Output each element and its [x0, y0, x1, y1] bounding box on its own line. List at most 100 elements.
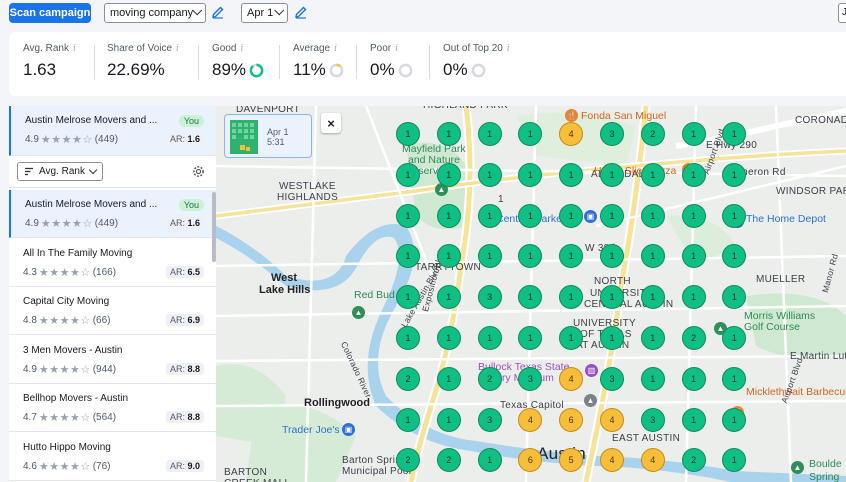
rank-marker[interactable]: 1 [681, 162, 706, 187]
rank-marker[interactable]: 1 [722, 122, 747, 146]
rank-marker[interactable]: 1 [600, 326, 624, 350]
competitor-row[interactable]: 3 Men Movers - Austin 4.9 ★★★★☆ (944) AR: 8.… [9, 335, 216, 384]
rank-marker[interactable]: 2 [396, 366, 420, 391]
rank-marker[interactable]: 1 [477, 203, 502, 228]
rank-marker[interactable]: 1 [436, 162, 461, 187]
rank-marker[interactable]: 1 [436, 203, 461, 228]
rank-marker[interactable]: 2 [681, 326, 706, 350]
competitor-row[interactable]: Capital City Moving 4.8 ★★★★☆ (66) AR: 6.9 [9, 287, 216, 335]
competitor-row[interactable]: All In The Family Moving 4.3 ★★★★☆ (166) AR:… [9, 238, 216, 287]
rank-map[interactable]: DAVENPORT HIGHLAND PARK CORONADO Fonda San … [216, 106, 846, 482]
info-icon[interactable]: i [240, 43, 244, 54]
rank-marker[interactable]: 1 [396, 407, 420, 432]
rank-marker[interactable]: 1 [396, 122, 420, 146]
rank-marker[interactable]: 1 [518, 285, 543, 310]
rank-marker[interactable]: 1 [640, 203, 665, 228]
rank-marker[interactable]: 1 [477, 326, 502, 350]
rank-marker[interactable]: 6 [559, 407, 584, 432]
keyword-select[interactable]: moving company [104, 3, 206, 23]
rank-marker[interactable]: 1 [518, 122, 543, 146]
rank-marker[interactable]: 1 [396, 326, 420, 350]
rank-marker[interactable]: 5 [559, 448, 584, 473]
rank-marker[interactable]: 1 [600, 285, 624, 310]
sort-select[interactable]: Avg. Rank [17, 162, 103, 181]
landmark-pin-icon[interactable]: ▲ [584, 394, 597, 407]
rank-marker[interactable]: 1 [640, 244, 665, 269]
info-icon[interactable]: i [72, 43, 76, 54]
rank-marker[interactable]: 2 [477, 366, 502, 391]
rank-marker[interactable]: 2 [436, 448, 461, 473]
rank-marker[interactable]: 1 [681, 203, 706, 228]
rank-marker[interactable]: 1 [396, 162, 420, 187]
competitor-row[interactable]: Hutto Hippo Moving 4.6 ★★★★☆ (76) AR: 9.0 [9, 432, 216, 481]
rank-marker[interactable]: 4 [640, 448, 665, 473]
rank-marker[interactable]: 3 [600, 366, 624, 391]
rank-marker[interactable]: 1 [477, 122, 502, 146]
rank-marker[interactable]: 1 [681, 244, 706, 269]
rank-marker[interactable]: 1 [559, 244, 584, 269]
rank-marker[interactable]: 1 [518, 162, 543, 187]
park-pin-icon[interactable]: ▲ [352, 306, 365, 319]
close-button[interactable]: × [321, 113, 341, 133]
list-scrollbar[interactable] [212, 192, 216, 262]
rank-marker[interactable]: 1 [477, 448, 502, 473]
museum-pin-icon[interactable]: ▥ [585, 364, 598, 377]
gear-icon[interactable] [192, 165, 205, 178]
rank-marker[interactable]: 1 [477, 162, 502, 187]
toolbar-edge-button[interactable]: J [838, 3, 846, 23]
rank-marker[interactable]: 1 [681, 122, 706, 146]
rank-marker[interactable]: 4 [518, 407, 543, 432]
shopping-pin-icon[interactable]: ▣ [584, 210, 597, 223]
rank-marker[interactable]: 1 [396, 244, 420, 269]
date-select[interactable]: Apr 1 [241, 3, 288, 23]
rank-marker[interactable]: 1 [722, 366, 747, 391]
rank-marker[interactable]: 2 [640, 122, 665, 146]
rank-marker[interactable]: 1 [559, 326, 584, 350]
rank-marker[interactable]: 3 [477, 407, 502, 432]
rank-marker[interactable]: 1 [396, 203, 420, 228]
rank-marker[interactable]: 1 [722, 448, 747, 473]
info-icon[interactable]: i [395, 43, 399, 54]
rank-marker[interactable]: 3 [477, 285, 502, 310]
info-icon[interactable]: i [506, 43, 510, 54]
info-icon[interactable]: i [176, 43, 179, 54]
rank-marker[interactable]: 1 [681, 407, 706, 432]
rank-marker[interactable]: 1 [436, 366, 461, 391]
rank-marker[interactable]: 1 [640, 285, 665, 310]
rank-marker[interactable]: 1 [640, 326, 665, 350]
rank-marker[interactable]: 1 [518, 244, 543, 269]
edit-keyword-icon[interactable] [211, 5, 225, 19]
edit-date-icon[interactable] [294, 5, 308, 19]
rank-marker[interactable]: 1 [640, 162, 665, 187]
rank-marker[interactable]: 1 [436, 122, 461, 146]
rank-marker[interactable]: 1 [477, 244, 502, 269]
rank-marker[interactable]: 1 [722, 326, 747, 350]
competitor-row[interactable]: Bellhop Movers - Austin 4.7 ★★★★☆ (564) AR: … [9, 384, 216, 432]
scan-campaign-button[interactable]: Scan campaign [9, 3, 91, 23]
rank-marker[interactable]: 1 [518, 326, 543, 350]
rank-marker[interactable]: 1 [722, 244, 747, 269]
rank-marker[interactable]: 1 [681, 285, 706, 310]
rank-marker[interactable]: 1 [436, 326, 461, 350]
shopping-pin-icon[interactable]: ▣ [342, 423, 355, 436]
rank-marker[interactable]: 4 [559, 366, 584, 391]
rank-marker[interactable]: 4 [559, 122, 584, 146]
rank-marker[interactable]: 1 [640, 366, 665, 391]
rank-marker[interactable]: 1 [722, 162, 747, 187]
rank-marker[interactable]: 1 [396, 285, 420, 310]
rank-marker[interactable]: 1 [600, 162, 624, 187]
rank-marker[interactable]: 3 [600, 122, 624, 146]
scan-thumbnail-card[interactable]: Apr 1 5:31 [224, 114, 312, 158]
rank-marker[interactable]: 2 [396, 448, 420, 473]
rank-marker[interactable]: 1 [559, 203, 584, 228]
rank-marker[interactable]: 4 [600, 448, 624, 473]
rank-marker[interactable]: 1 [681, 366, 706, 391]
rank-marker[interactable]: 1 [559, 285, 584, 310]
restaurant-pin-icon[interactable]: 🍴 [565, 109, 578, 122]
rank-marker[interactable]: 1 [518, 203, 543, 228]
pinned-business-row[interactable]: Austin Melrose Movers and ... You 4.9 ★★★… [9, 106, 216, 156]
rank-marker[interactable]: 1 [722, 285, 747, 310]
rank-marker[interactable]: 1 [559, 162, 584, 187]
rank-marker[interactable]: 1 [722, 407, 747, 432]
rank-marker[interactable]: 1 [436, 244, 461, 269]
